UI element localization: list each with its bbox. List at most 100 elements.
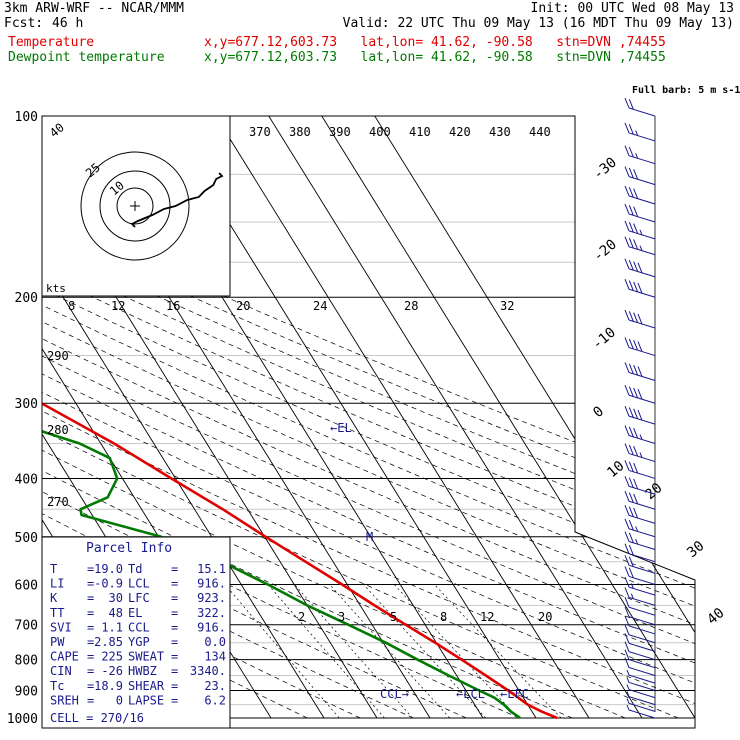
mixing-ratio-label: 12 [480, 610, 494, 624]
barb-legend-label: Full barb: 5 m s-1 [632, 85, 740, 96]
parcel-key: CIN [50, 664, 72, 678]
wind-barb [625, 237, 655, 255]
wind-barb [625, 532, 655, 550]
pressure-tick-label: 200 [15, 291, 38, 306]
wind-barb-shaft [629, 682, 655, 690]
parcel-value: 916. [197, 577, 226, 591]
wind-barb [625, 362, 655, 380]
parcel-key: SREH [50, 693, 79, 707]
wind-barb-shaft [629, 660, 655, 668]
parcel-level-marker: CCL→ [380, 687, 409, 701]
parcel-value: -0.9 [94, 577, 123, 591]
wind-barb [627, 677, 655, 690]
pressure-tick-label: 800 [15, 654, 38, 669]
parcel-key: EL [128, 606, 142, 620]
parcel-value: 30 [109, 591, 123, 605]
parcel-equals: = [171, 664, 178, 678]
wind-barb-shaft [629, 668, 655, 676]
parcel-level-marker: M [366, 530, 373, 544]
mixing-ratio-line [434, 584, 561, 718]
wind-barb-flag [625, 555, 629, 565]
theta-label: 380 [289, 125, 311, 139]
parcel-equals: = [171, 650, 178, 664]
pressure-tick-label: 700 [15, 619, 38, 634]
theta-label-left: 290 [47, 349, 69, 363]
wind-barb-flag [625, 338, 629, 348]
wind-barb [625, 204, 655, 222]
parcel-key: Tc [50, 679, 64, 693]
parcel-equals: = [87, 650, 94, 664]
parcel-value: 0.0 [204, 635, 226, 649]
parcel-equals: = [171, 591, 178, 605]
wind-barb-flag [625, 221, 629, 231]
isotherm [269, 116, 642, 718]
wind-barb-flag [625, 167, 629, 177]
mixing-ratio-label: 3 [338, 610, 345, 624]
wind-barb-flag [625, 385, 629, 395]
speed-scale-label: 12 [111, 299, 125, 313]
theta-label: 410 [409, 125, 431, 139]
wind-barb [625, 123, 655, 141]
parcel-key: K [50, 591, 58, 605]
wind-barb [625, 544, 655, 562]
parcel-equals: = [87, 693, 94, 707]
parcel-value: 15.1 [197, 562, 226, 576]
parcel-key: YGP [128, 635, 150, 649]
wind-barb [625, 146, 655, 164]
wind-barb-flag [625, 237, 629, 247]
pressure-tick-label: 400 [15, 472, 38, 487]
parcel-key: LI [50, 577, 64, 591]
parcel-equals: = [87, 664, 94, 678]
parcel-value: 916. [197, 620, 226, 634]
isotherm [216, 116, 589, 718]
wind-barb-flag [625, 625, 629, 635]
wind-barb-flag [625, 532, 629, 542]
theta-label: 420 [449, 125, 471, 139]
wind-barb-shaft [629, 675, 655, 683]
theta-label: 390 [329, 125, 351, 139]
wind-barb-half [627, 677, 629, 682]
wind-barb [625, 167, 655, 185]
parcel-value: 48 [109, 606, 123, 620]
parcel-key: LCL [128, 577, 150, 591]
parcel-value: 134 [204, 650, 226, 664]
parcel-equals: = [171, 620, 178, 634]
parcel-equals: = [87, 606, 94, 620]
isotherm-label-right: 40 [704, 605, 727, 628]
parcel-value: 19.0 [94, 562, 123, 576]
mixing-ratio-label: 5 [390, 610, 397, 624]
parcel-equals: = [171, 606, 178, 620]
wind-barb-flag [625, 577, 629, 587]
speed-scale-label: 32 [500, 299, 514, 313]
wind-barb-half [627, 698, 629, 703]
parcel-equals: = [171, 635, 178, 649]
wind-barb [625, 444, 655, 462]
wind-barb [625, 221, 655, 239]
theta-label-left: 270 [47, 495, 69, 509]
wind-barb-flag [625, 310, 629, 320]
parcel-key: TT [50, 606, 64, 620]
wind-barb [625, 625, 655, 643]
wind-barb-flag [625, 505, 629, 515]
speed-scale-label: 16 [166, 299, 180, 313]
wind-barb-flag [625, 123, 629, 133]
parcel-value: 2.85 [94, 635, 123, 649]
parcel-key: SWEAT [128, 650, 164, 664]
wind-barb-flag [625, 426, 629, 436]
parcel-equals: = [171, 693, 178, 707]
parcel-equals: = [87, 591, 94, 605]
parcel-key: Td [128, 562, 142, 576]
parcel-level-marker: ←LFC [500, 687, 529, 701]
wind-barb-flag [625, 566, 629, 576]
parcel-key: T [50, 562, 57, 576]
parcel-info-title: Parcel Info [86, 541, 172, 556]
theta-label: 440 [529, 125, 551, 139]
wind-barb-shaft [629, 617, 655, 625]
speed-scale-label: 8 [68, 299, 75, 313]
hodograph-kts-label: kts [46, 282, 66, 295]
wind-barb-flag [625, 259, 629, 269]
wind-barb [625, 279, 655, 297]
wind-barb-flag [625, 519, 629, 529]
isotherm-label-right: 0 [590, 403, 607, 421]
wind-barb [625, 406, 655, 424]
